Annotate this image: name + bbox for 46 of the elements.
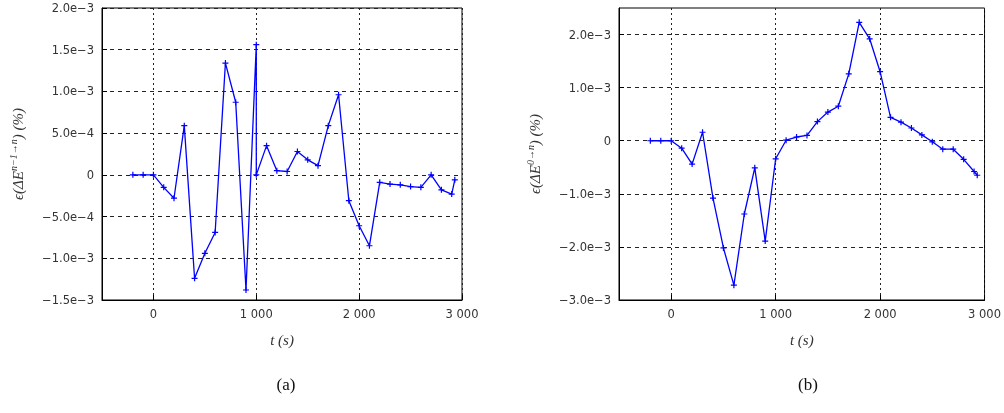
point: [803, 132, 810, 139]
point: [222, 60, 229, 67]
point: [448, 191, 455, 198]
x-tick-label: 2 000: [863, 307, 897, 321]
y-tick-label: 1.0e−3: [568, 80, 611, 95]
point: [908, 124, 915, 131]
y-tick-label: −2.0e−3: [559, 239, 611, 254]
x-axis-title: t (s): [789, 332, 814, 349]
y-tick-label: −1.0e−3: [42, 251, 94, 266]
x-axis-title: t (s): [270, 332, 294, 349]
text: (b): [798, 375, 818, 394]
x-tick-label: 1 000: [759, 307, 793, 321]
y-tick-label: −1.0e−3: [559, 186, 611, 201]
point: [171, 195, 177, 202]
x-tick-label: 0: [667, 307, 675, 321]
y-tick-label: 2.0e−3: [568, 27, 611, 42]
y-axis-title: ϵ(ΔEn−1→n) (%): [7, 108, 27, 200]
point: [793, 134, 800, 141]
point: [315, 162, 321, 169]
point: [877, 68, 884, 75]
x-tick-label: 3 000: [968, 307, 1002, 321]
y-axis-title: ϵ(ΔE0→n) (%): [524, 113, 544, 195]
y-tick-label: 0: [86, 167, 94, 182]
x-tick-label: 0: [149, 307, 158, 321]
x-tick-label: 3 000: [445, 307, 479, 321]
x-tick-label: 1 000: [239, 307, 273, 321]
point: [243, 286, 249, 293]
y-tick-label: 0: [603, 133, 611, 148]
y-tick-label: 5.0e−4: [51, 126, 94, 141]
y-tick-label: 2.0e−3: [51, 1, 94, 15]
point: [762, 238, 769, 245]
point: [387, 181, 393, 188]
point: [971, 168, 978, 175]
text: (a): [276, 375, 296, 394]
point: [720, 244, 727, 251]
point: [710, 195, 716, 202]
point: [741, 210, 748, 217]
y-tick-label: 1.0e−3: [51, 84, 94, 99]
y-tick-label: −5.0e−4: [42, 209, 94, 224]
x-tick-label: 2 000: [342, 307, 376, 321]
point: [689, 161, 696, 168]
y-tick-label: −1.5e−3: [42, 293, 94, 307]
y-tick-label: −3.0e−3: [559, 293, 611, 307]
point: [824, 109, 831, 116]
point: [897, 119, 904, 126]
y-tick-label: 1.5e−3: [51, 42, 94, 57]
